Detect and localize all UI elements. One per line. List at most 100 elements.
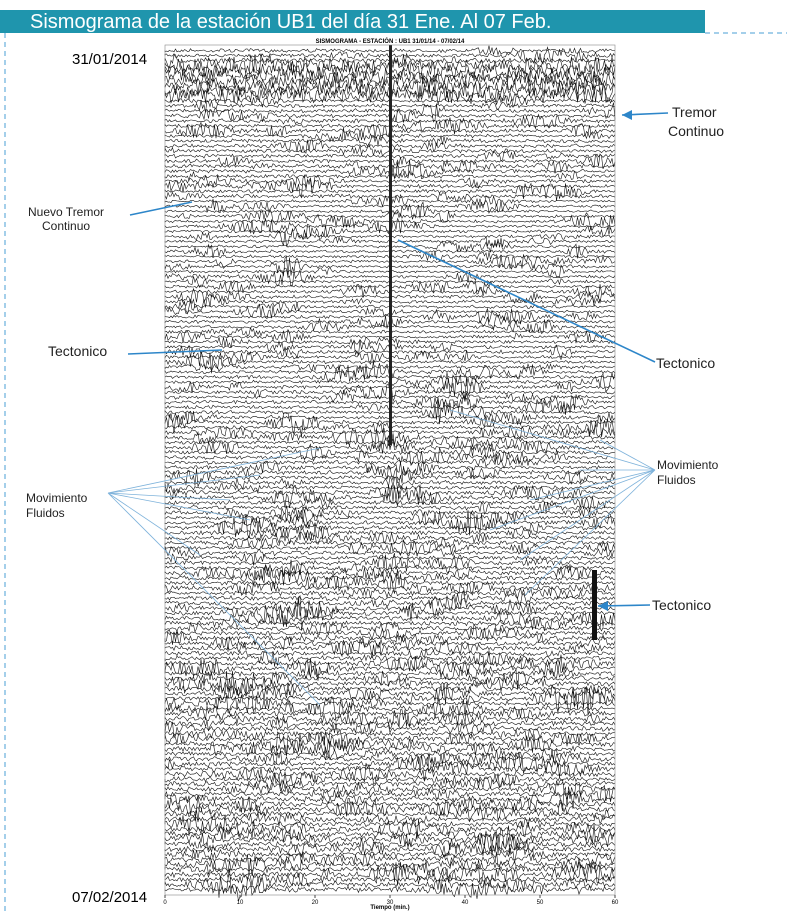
trace <box>164 447 616 467</box>
trace <box>164 752 616 774</box>
x-tick-label: 60 <box>612 900 619 906</box>
trace <box>164 539 616 557</box>
trace <box>164 696 616 722</box>
x-tick-label: 0 <box>163 900 167 906</box>
figure-title: SISMOGRAMA - ESTACIÓN : UB1 31/01/14 - 0… <box>316 37 465 45</box>
trace <box>164 719 616 740</box>
annotation: Nuevo Tremor Continuo <box>28 205 104 233</box>
trace <box>164 460 616 476</box>
trace <box>164 854 616 877</box>
trace <box>164 443 616 462</box>
trace <box>164 868 616 902</box>
trace <box>164 670 616 696</box>
trace <box>164 819 616 840</box>
trace <box>164 484 616 502</box>
trace <box>164 775 616 792</box>
trace <box>164 845 616 864</box>
trace <box>164 476 616 490</box>
annotation: Tectonico <box>48 343 107 359</box>
trace <box>164 588 616 606</box>
trace <box>164 629 616 645</box>
annotation: Movimiento Fluidos <box>657 458 719 487</box>
trace <box>164 501 616 515</box>
trace <box>164 580 616 596</box>
trace <box>164 716 616 732</box>
trace <box>164 531 616 545</box>
trace <box>164 825 616 854</box>
trace <box>164 648 616 661</box>
trace <box>164 598 615 621</box>
trace <box>164 840 616 858</box>
trace <box>164 748 616 764</box>
trace <box>164 812 616 827</box>
x-ticks: 0 10 20 30 40 50 60 <box>163 895 619 906</box>
trace <box>164 680 616 696</box>
trace <box>164 564 615 582</box>
trace <box>164 595 616 612</box>
trace <box>164 537 616 548</box>
trace <box>164 812 616 837</box>
trace <box>164 553 616 574</box>
trace <box>164 880 616 899</box>
trace <box>164 509 616 528</box>
trace <box>164 610 616 629</box>
trace <box>164 482 616 494</box>
trace <box>164 728 616 741</box>
dashed-border <box>4 32 787 911</box>
arrow-head <box>622 110 632 120</box>
x-tick-label: 30 <box>387 900 394 906</box>
trace <box>164 662 616 681</box>
x-tick-label: 50 <box>537 900 544 906</box>
trace <box>164 760 616 778</box>
event <box>592 570 597 640</box>
trace <box>164 795 616 815</box>
trace <box>164 694 616 715</box>
start-date: 31/01/2014 <box>72 51 147 68</box>
annotation: Movimiento Fluidos <box>26 491 88 520</box>
trace <box>164 684 616 715</box>
trace <box>164 861 616 879</box>
trace <box>164 833 616 856</box>
trace <box>164 638 616 658</box>
trace <box>164 784 616 803</box>
trace <box>164 762 616 785</box>
trace <box>164 851 616 868</box>
x-tick-label: 40 <box>462 900 469 906</box>
seismogram-traces <box>164 45 616 902</box>
x-tick-label: 10 <box>237 900 244 906</box>
x-axis-label: Tiempo (min.) <box>370 905 409 911</box>
trace <box>164 722 616 747</box>
annotation: Tectonico <box>652 597 711 613</box>
arrow-head <box>598 601 608 611</box>
annotation: Tremor Continuo <box>668 104 724 139</box>
title-banner <box>0 10 705 33</box>
trace <box>164 504 616 520</box>
trace <box>164 705 616 723</box>
trace <box>164 623 616 641</box>
trace <box>164 709 616 728</box>
annotation: Tectonico <box>656 355 715 371</box>
trace <box>164 872 616 887</box>
trace <box>164 513 616 539</box>
trace <box>164 464 616 484</box>
trace <box>164 861 616 886</box>
trace <box>164 621 616 636</box>
trace <box>164 568 616 594</box>
trace <box>164 496 616 513</box>
trace <box>164 683 616 705</box>
trace <box>164 798 616 817</box>
trace <box>164 559 616 577</box>
trace <box>164 654 616 672</box>
trace <box>164 594 616 631</box>
trace <box>164 650 616 668</box>
banner-title: Sismograma de la estación UB1 del día 31… <box>30 11 551 33</box>
trace <box>164 524 616 541</box>
trace <box>164 564 616 590</box>
trace <box>164 824 616 845</box>
trace <box>164 586 616 600</box>
trace <box>164 740 616 759</box>
trace <box>164 634 616 652</box>
event <box>389 45 392 445</box>
